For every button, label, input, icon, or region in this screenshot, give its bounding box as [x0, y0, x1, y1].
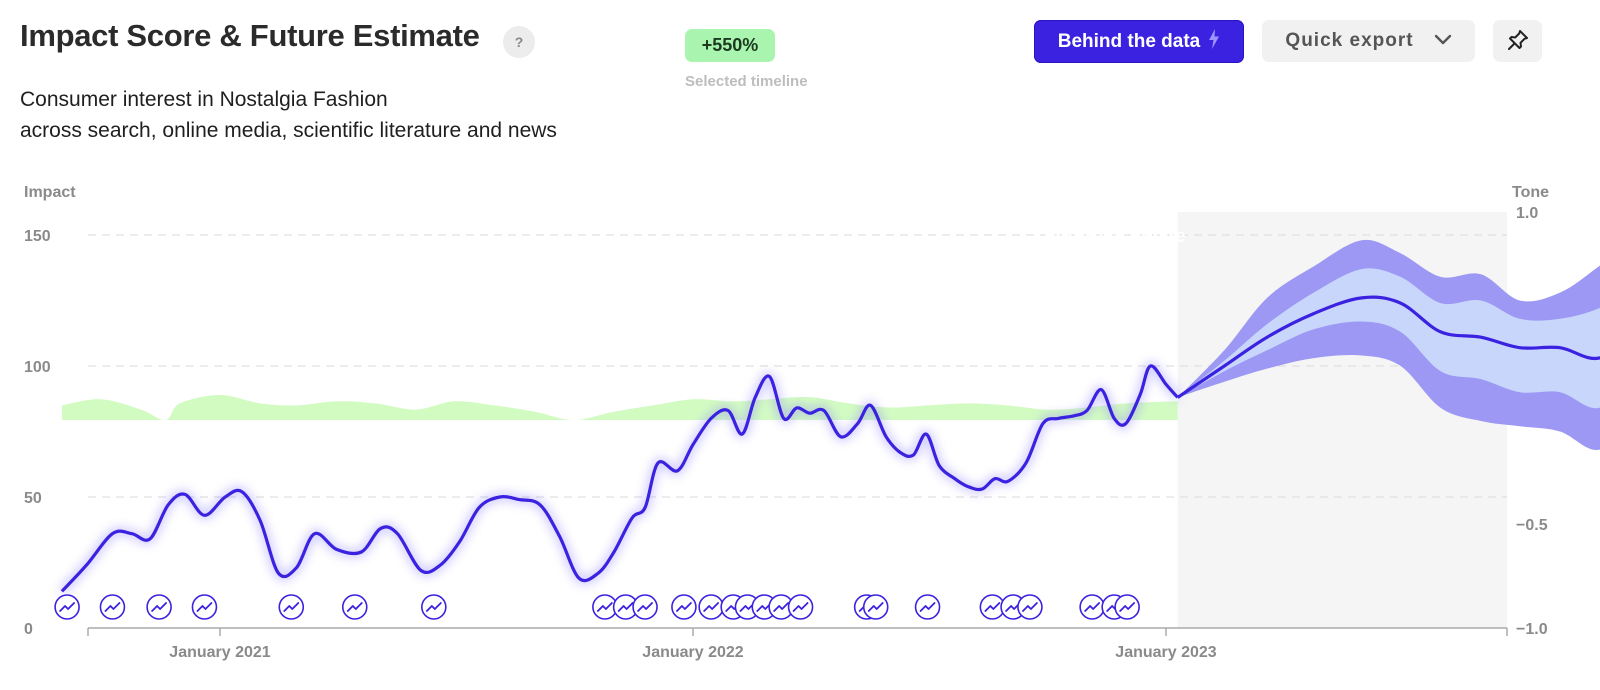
event-marker-icon: [54, 594, 80, 620]
event-marker-icon: [146, 594, 172, 620]
event-marker-icon: [1017, 594, 1043, 620]
event-marker-icon: [278, 594, 305, 620]
y-tick-label: 150: [24, 228, 51, 245]
quick-export-label: Quick export: [1285, 30, 1414, 51]
event-marker-icon: [787, 594, 814, 620]
behind-the-data-button[interactable]: Behind the data: [1034, 20, 1244, 63]
event-marker-icon: [979, 594, 1006, 620]
page-title: Impact Score & Future Estimate: [20, 18, 480, 53]
pin-button[interactable]: [1493, 20, 1542, 62]
event-marker-icon: [914, 594, 941, 620]
event-marker-icon: [1114, 594, 1140, 620]
y-axis-title: Impact: [24, 184, 76, 201]
event-markers: [54, 594, 1140, 620]
subtitle-line-2: across search, online media, scientific …: [20, 119, 557, 142]
chart-subtitle: Consumer interest in Nostalgia Fashion a…: [20, 84, 557, 146]
future-estimate-label: Future estimate: [1044, 226, 1185, 247]
axes: January 2021 January 2022 January 2023: [87, 627, 1508, 661]
event-marker-icon: [421, 594, 447, 620]
event-marker-icon: [698, 594, 724, 620]
event-marker-icon: [862, 594, 889, 620]
event-marker-icon: [99, 594, 126, 620]
x-tick-label: January 2022: [642, 644, 744, 661]
behind-the-data-label: Behind the data: [1057, 30, 1201, 52]
x-tick-label: January 2021: [169, 644, 271, 661]
event-marker-icon: [671, 594, 697, 620]
forecast-band-outer: [1177, 239, 1600, 450]
y2-tick-label: −1.0: [1516, 621, 1548, 638]
help-icon[interactable]: ?: [503, 26, 535, 58]
bolt-icon: [1208, 28, 1220, 55]
event-marker-icon: [632, 594, 658, 620]
subtitle-line-1: Consumer interest in Nostalgia Fashion: [20, 88, 388, 111]
event-marker-icon: [768, 594, 794, 620]
chevron-down-icon: [1434, 30, 1452, 52]
forecast-band-inner: [1177, 268, 1600, 409]
y2-tick-label: 1.0: [1516, 205, 1538, 222]
tone-area: [61, 395, 1178, 421]
growth-badge: +550%: [685, 29, 775, 62]
x-tick-label: January 2023: [1115, 644, 1217, 661]
y-tick-label: 100: [24, 359, 51, 376]
quick-export-button[interactable]: Quick export: [1262, 20, 1475, 62]
forecast-mean-line: [1176, 295, 1600, 399]
event-marker-icon: [191, 594, 218, 620]
event-marker-icon: [1079, 594, 1105, 620]
badge-caption: Selected timeline: [685, 73, 808, 90]
event-marker-icon: [341, 594, 368, 620]
y-tick-label: 50: [24, 490, 42, 507]
y-tick-label: 0: [24, 621, 33, 638]
impact-line: [60, 364, 1179, 593]
y2-axis-title: Tone: [1512, 184, 1549, 201]
y2-tick-label: −0.5: [1516, 517, 1548, 534]
pin-icon: [1506, 28, 1530, 55]
